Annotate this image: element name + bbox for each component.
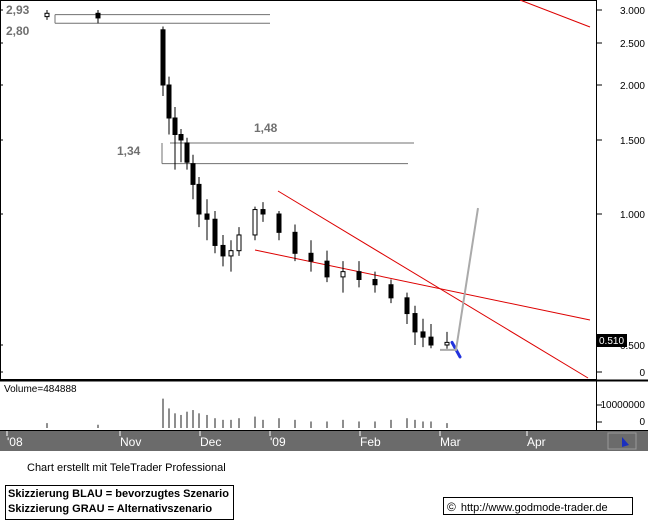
candle-body [190,163,196,185]
candle-body [404,297,410,315]
level-label-1-34: 1,34 [117,144,141,158]
source-link[interactable]: © http://www.godmode-trader.de [443,497,633,515]
price-tick-label: 2.000 [620,81,645,92]
time-axis-band [0,431,597,451]
candle-body [340,271,346,278]
copyright-icon: © [447,500,456,514]
current-value-box [597,334,627,347]
price-tick-label: 0 [639,368,645,379]
candle-body [220,244,226,257]
candle-body [184,142,190,163]
volume-tick-label: 0 [639,417,645,428]
time-tick-label: '09 [270,435,286,449]
price-panel-frame [0,0,597,380]
candle-body [308,252,314,262]
navigate-arrow-icon[interactable] [622,437,629,447]
time-tick-label: Dec [200,435,221,449]
scenario-legend: Skizzierung BLAU = bevorzugtes Szenario … [5,485,234,520]
candle-body [324,260,330,278]
candle-body [444,341,450,346]
candle-body [412,313,418,333]
grey-scenario-line [440,207,479,351]
candle-body [172,117,178,135]
candle-body [260,209,266,215]
time-tick-label: Feb [360,435,381,449]
candle-body [292,231,298,254]
level-label-1-48: 1,48 [254,121,278,135]
trend-line-falling [277,190,589,379]
source-url[interactable]: http://www.godmode-trader.de [460,502,608,514]
candle-body [388,284,394,299]
candle-body [212,218,218,246]
price-tick-label: 1.500 [620,136,645,147]
time-tick-label: Nov [120,435,141,449]
candle-body [160,29,166,86]
price-tick-label: 2.500 [620,39,645,50]
level-label-2-80: 2,80 [6,24,30,38]
volume-label: Volume=484888 [4,384,77,395]
candle-body [252,209,258,236]
candle-body [428,336,434,346]
candle-body [236,234,242,252]
legend-blue: Skizzierung BLAU = bevorzugtes Szenario [8,488,229,500]
candle-body [166,84,172,119]
candle-body [95,12,101,19]
current-value-label: 0.510 [599,336,624,347]
candle-body [372,279,378,286]
candle-body [178,134,184,141]
price-tick-label: 3.000 [620,6,645,17]
candle-body [276,213,282,233]
time-tick-label: Apr [527,435,546,449]
volume-tick-label: 10000000 [601,400,646,411]
level-label-2-93: 2,93 [6,3,30,17]
trend-line-upper [519,0,591,28]
candle-body [44,12,50,18]
legend-grey: Skizzierung GRAU = Alternativszenario [8,503,213,515]
candle-body [204,213,210,220]
chart-credit: Chart erstellt mit TeleTrader Profession… [27,462,226,474]
candle-body [356,271,362,281]
price-tick-label: 1.000 [620,210,645,221]
time-tick-label: Mar [440,435,461,449]
candle-body [196,183,202,215]
price-tick-label: 0.500 [620,341,645,352]
time-tick-label: '08 [7,435,23,449]
candle-body [228,250,234,257]
candle-body [420,331,426,338]
